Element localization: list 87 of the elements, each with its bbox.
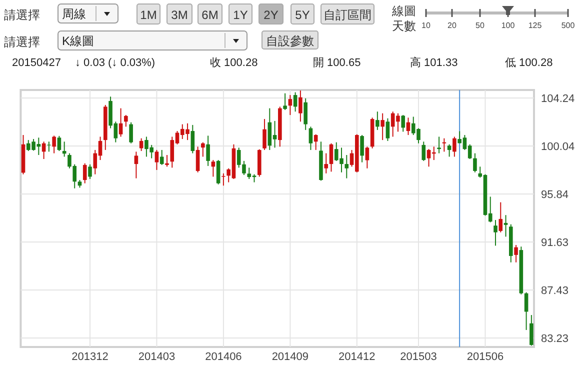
text: 500 (561, 21, 576, 30)
y-tick-label: 87.43 (541, 285, 569, 298)
candlestick (262, 118, 266, 150)
candlestick (124, 114, 128, 128)
y-tick-label: 104.24 (541, 92, 575, 105)
candlestick (304, 98, 308, 130)
text: 125 (528, 21, 542, 30)
candlestick (165, 154, 169, 168)
candlestick (329, 142, 334, 172)
candlestick (52, 135, 56, 154)
candlestick (314, 134, 318, 150)
x-tick-label: 201506 (466, 351, 504, 363)
x-tick-label: 201503 (400, 351, 437, 363)
text: K線圖 (62, 34, 94, 48)
x-tick-label: 201406 (205, 351, 242, 363)
candlestick (283, 92, 287, 110)
text: 100 (501, 21, 516, 30)
candlestick (376, 111, 380, 130)
candlestick (82, 162, 87, 184)
y-tick-label: 100.04 (541, 140, 575, 153)
text: 1M (140, 8, 157, 22)
text: 自訂區間 (324, 8, 372, 22)
text: 周線 (62, 7, 86, 21)
candlestick (406, 117, 410, 136)
candlestick (206, 135, 210, 166)
candlestick (196, 146, 200, 173)
text: 收 100.28 (210, 57, 258, 69)
candlestick (190, 124, 195, 154)
candlestick (118, 108, 123, 138)
text: 請選擇 (4, 35, 40, 49)
candlestick (401, 114, 406, 132)
y-tick-label: 83.23 (541, 332, 569, 345)
candlestick (344, 154, 349, 179)
candlestick (88, 164, 92, 180)
candlestick (494, 219, 498, 246)
candlestick (324, 152, 328, 174)
text: 1Y (233, 8, 248, 22)
candlestick (160, 149, 164, 166)
text: 10 (422, 21, 431, 30)
y-tick-label: 91.63 (541, 237, 569, 250)
candlestick (360, 134, 364, 163)
candlestick (422, 141, 426, 162)
candlestick (211, 160, 216, 178)
candlestick (365, 146, 370, 169)
x-tick-label: 201412 (338, 351, 376, 363)
text: 請選擇 (4, 8, 40, 22)
y-tick-label: 95.84 (541, 188, 569, 201)
candlestick (447, 144, 452, 158)
x-tick-label: 201409 (272, 351, 309, 363)
text: 20 (448, 21, 457, 30)
text: 5Y (295, 8, 310, 22)
candlestick (452, 136, 456, 158)
text: 3M (171, 8, 188, 22)
candlestick (504, 214, 508, 238)
candlestick (514, 244, 518, 263)
candlestick (530, 314, 534, 346)
text: 天數 (392, 19, 416, 33)
text: 6M (202, 8, 218, 22)
text: 線圖 (391, 4, 416, 18)
candlestick (201, 142, 205, 158)
candlestick (216, 160, 220, 185)
text: 2Y (264, 8, 278, 22)
candlestick (129, 122, 133, 144)
candlestick (308, 126, 313, 150)
candlestick (298, 90, 302, 122)
candlestick (134, 151, 138, 179)
candlestick (139, 138, 144, 152)
candlestick (380, 112, 384, 141)
text: 高 101.33 (410, 56, 458, 69)
candlestick (437, 136, 441, 154)
candlestick (386, 118, 390, 142)
candlestick (524, 292, 528, 330)
x-tick-label: 201312 (72, 351, 108, 363)
text: ↓ 0.03 (↓ 0.03%) (75, 57, 156, 69)
candlestick (473, 152, 477, 173)
candlestick (57, 135, 62, 152)
x-tick-label: 201403 (138, 351, 176, 363)
text: 低 100.28 (505, 57, 553, 69)
text: 50 (476, 21, 485, 30)
candlestick (288, 94, 292, 116)
candlestick (293, 92, 298, 112)
candlestick (154, 149, 159, 170)
candlestick (47, 141, 51, 152)
candlestick (498, 202, 503, 233)
text: 20150427 (12, 57, 61, 69)
text: 開 100.65 (313, 57, 361, 69)
text: 自設參數 (266, 34, 314, 48)
